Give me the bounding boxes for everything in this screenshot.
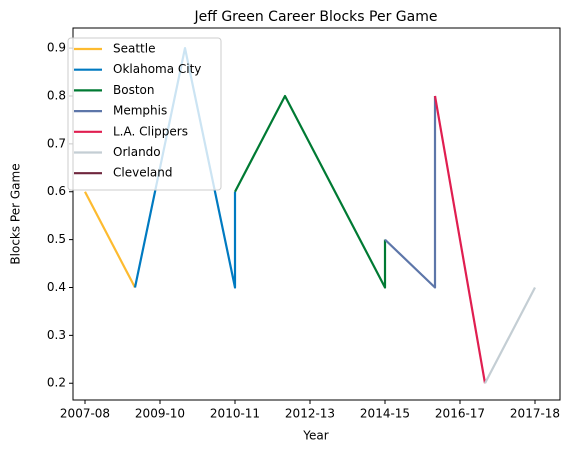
x-tick-label: 2016-17 — [435, 407, 485, 421]
y-tick-label: 0.5 — [47, 232, 66, 246]
y-tick-label: 0.6 — [47, 184, 66, 198]
legend-label: Boston — [113, 83, 154, 97]
x-tick-label: 2012-13 — [285, 407, 335, 421]
series-line — [84, 191, 136, 288]
y-tick-label: 0.7 — [47, 136, 66, 150]
y-axis-label: Blocks Per Game — [9, 163, 23, 264]
series-line — [384, 95, 437, 289]
y-tick-label: 0.2 — [47, 376, 66, 390]
legend-label: L.A. Clippers — [113, 124, 188, 138]
plot-frame — [72, 27, 561, 401]
x-tick-label: 2017-18 — [510, 407, 560, 421]
y-tick-label: 0.3 — [47, 328, 66, 342]
x-tick-label: 2014-15 — [360, 407, 410, 421]
y-tick-label: 0.9 — [47, 41, 66, 55]
x-axis-label: Year — [302, 429, 328, 443]
legend-label: Cleveland — [113, 166, 173, 180]
series-line — [433, 95, 487, 384]
legend-label: Memphis — [113, 104, 167, 118]
legend-box — [67, 37, 222, 191]
legend-label: Orlando — [113, 145, 161, 159]
x-tick-label: 2009-10 — [135, 407, 185, 421]
y-tick-label: 0.4 — [47, 280, 66, 294]
legend-label: Seattle — [113, 42, 155, 56]
series-line — [484, 286, 536, 384]
legend-label: Oklahoma City — [113, 62, 201, 76]
chart-title: Jeff Green Career Blocks Per Game — [194, 9, 438, 25]
x-tick-label: 2007-08 — [60, 407, 110, 421]
series-line — [234, 94, 387, 289]
x-tick-label: 2010-11 — [210, 407, 260, 421]
y-tick-label: 0.8 — [47, 88, 66, 102]
